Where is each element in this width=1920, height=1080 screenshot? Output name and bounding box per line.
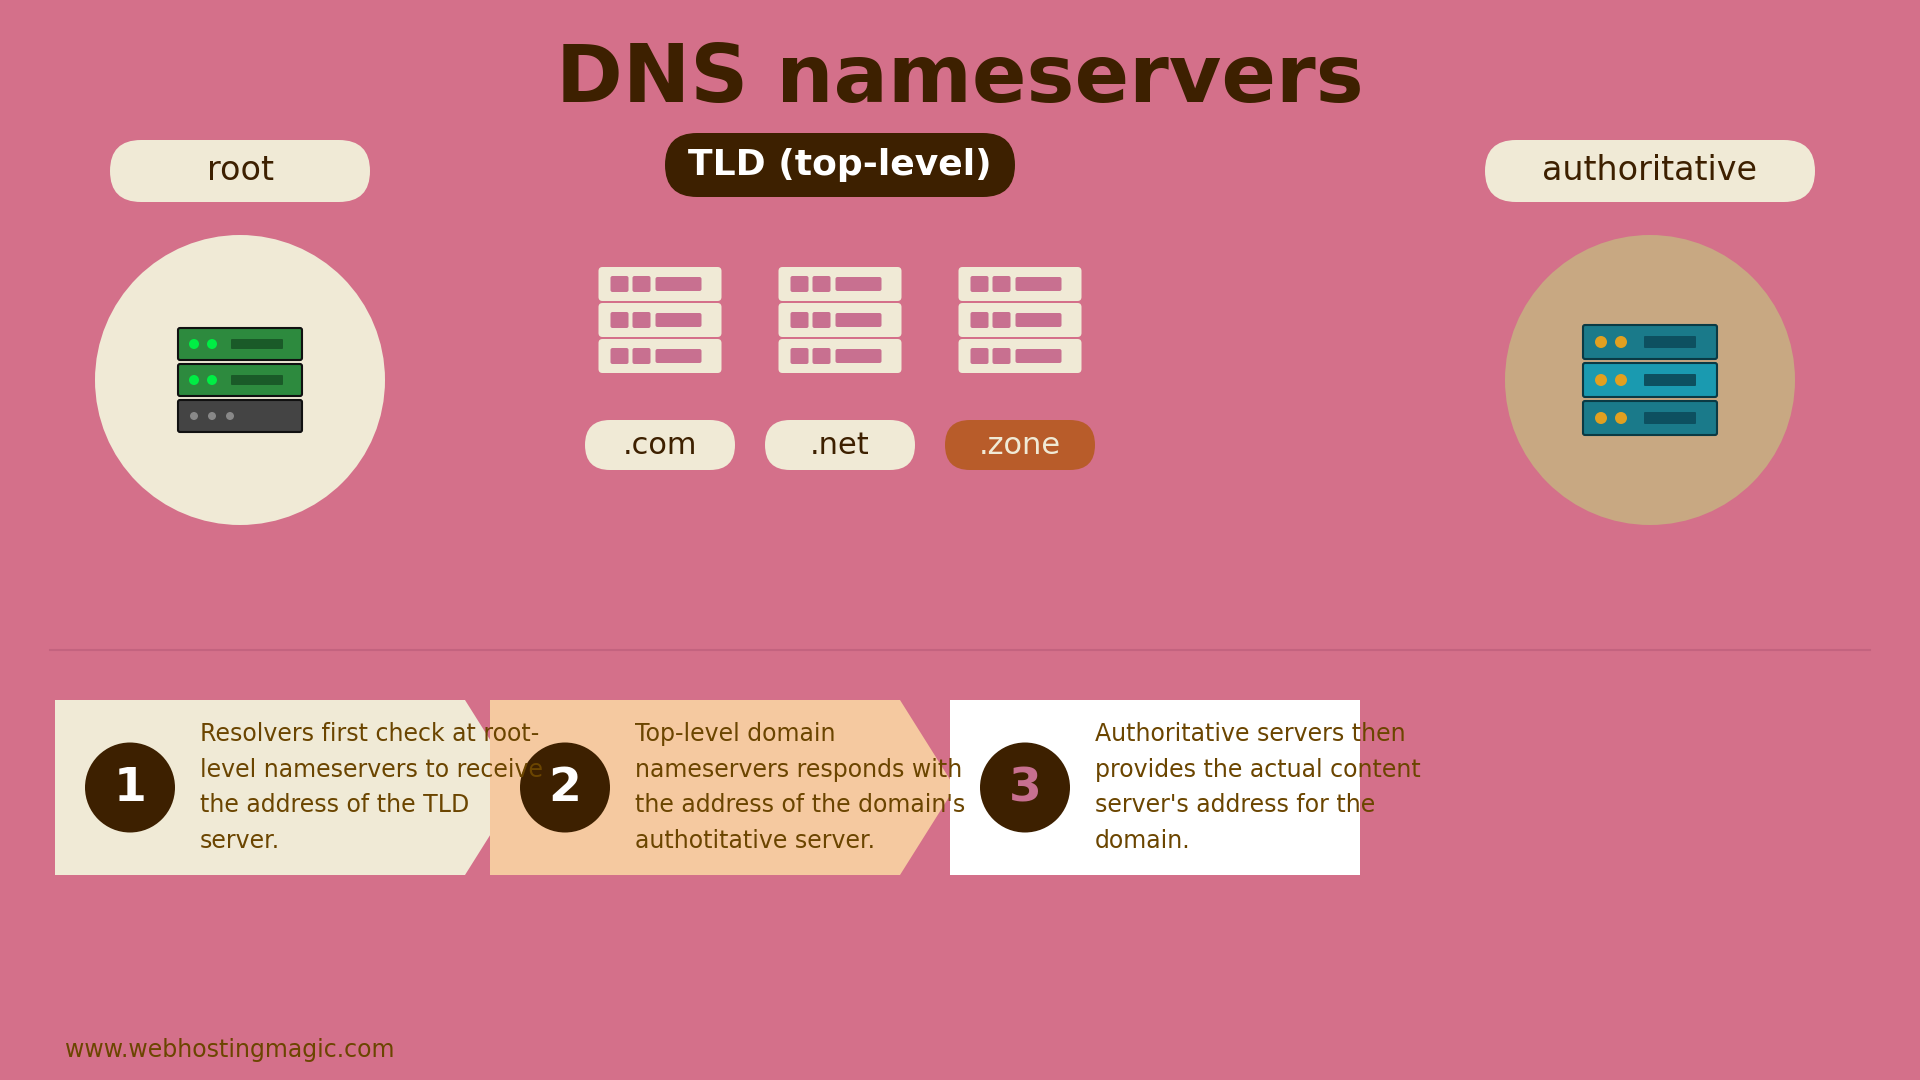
- FancyBboxPatch shape: [230, 339, 282, 349]
- Circle shape: [188, 375, 200, 384]
- FancyBboxPatch shape: [1582, 401, 1716, 435]
- FancyBboxPatch shape: [812, 312, 831, 328]
- FancyBboxPatch shape: [655, 349, 701, 363]
- FancyBboxPatch shape: [632, 276, 651, 292]
- Circle shape: [1615, 336, 1626, 348]
- Polygon shape: [56, 700, 520, 875]
- FancyBboxPatch shape: [812, 276, 831, 292]
- FancyBboxPatch shape: [1644, 374, 1695, 386]
- Polygon shape: [490, 700, 954, 875]
- FancyBboxPatch shape: [1484, 140, 1814, 202]
- FancyBboxPatch shape: [664, 133, 1016, 197]
- Circle shape: [1615, 411, 1626, 424]
- FancyBboxPatch shape: [1016, 349, 1062, 363]
- FancyBboxPatch shape: [1582, 363, 1716, 397]
- Text: authoritative: authoritative: [1542, 154, 1757, 188]
- FancyBboxPatch shape: [632, 312, 651, 328]
- Circle shape: [1596, 374, 1607, 386]
- FancyBboxPatch shape: [109, 140, 371, 202]
- FancyBboxPatch shape: [1016, 313, 1062, 327]
- Circle shape: [227, 411, 234, 420]
- Circle shape: [190, 411, 198, 420]
- FancyBboxPatch shape: [586, 420, 735, 470]
- Circle shape: [94, 235, 386, 525]
- Text: 3: 3: [1008, 766, 1041, 811]
- Text: Resolvers first check at root-
level nameservers to receive
the address of the T: Resolvers first check at root- level nam…: [200, 723, 543, 852]
- FancyBboxPatch shape: [632, 348, 651, 364]
- Text: www.webhostingmagic.com: www.webhostingmagic.com: [65, 1038, 394, 1062]
- Circle shape: [207, 339, 217, 349]
- FancyBboxPatch shape: [993, 312, 1010, 328]
- Circle shape: [1596, 336, 1607, 348]
- Text: DNS nameservers: DNS nameservers: [557, 41, 1363, 119]
- FancyBboxPatch shape: [970, 348, 989, 364]
- Circle shape: [979, 743, 1069, 833]
- FancyBboxPatch shape: [655, 276, 701, 291]
- Circle shape: [207, 375, 217, 384]
- FancyBboxPatch shape: [655, 313, 701, 327]
- FancyBboxPatch shape: [958, 339, 1081, 373]
- Polygon shape: [950, 700, 1359, 875]
- FancyBboxPatch shape: [791, 348, 808, 364]
- Circle shape: [188, 339, 200, 349]
- FancyBboxPatch shape: [778, 339, 902, 373]
- FancyBboxPatch shape: [812, 348, 831, 364]
- FancyBboxPatch shape: [611, 312, 628, 328]
- FancyBboxPatch shape: [1644, 336, 1695, 348]
- Circle shape: [1505, 235, 1795, 525]
- FancyBboxPatch shape: [970, 276, 989, 292]
- Circle shape: [1615, 374, 1626, 386]
- FancyBboxPatch shape: [835, 313, 881, 327]
- FancyBboxPatch shape: [778, 267, 902, 301]
- Text: .net: .net: [810, 431, 870, 459]
- FancyBboxPatch shape: [611, 276, 628, 292]
- Text: Authoritative servers then
provides the actual content
server's address for the
: Authoritative servers then provides the …: [1094, 723, 1421, 852]
- FancyBboxPatch shape: [958, 267, 1081, 301]
- FancyBboxPatch shape: [599, 339, 722, 373]
- FancyBboxPatch shape: [835, 349, 881, 363]
- Text: 1: 1: [113, 766, 146, 811]
- Text: 2: 2: [549, 766, 582, 811]
- FancyBboxPatch shape: [179, 364, 301, 396]
- FancyBboxPatch shape: [1016, 276, 1062, 291]
- FancyBboxPatch shape: [764, 420, 916, 470]
- FancyBboxPatch shape: [179, 400, 301, 432]
- Text: .zone: .zone: [979, 431, 1062, 459]
- FancyBboxPatch shape: [778, 303, 902, 337]
- FancyBboxPatch shape: [791, 276, 808, 292]
- FancyBboxPatch shape: [993, 348, 1010, 364]
- FancyBboxPatch shape: [993, 276, 1010, 292]
- FancyBboxPatch shape: [945, 420, 1094, 470]
- FancyBboxPatch shape: [611, 348, 628, 364]
- Circle shape: [1596, 411, 1607, 424]
- FancyBboxPatch shape: [1644, 411, 1695, 424]
- Text: root: root: [207, 154, 273, 188]
- FancyBboxPatch shape: [599, 303, 722, 337]
- FancyBboxPatch shape: [599, 267, 722, 301]
- Circle shape: [207, 411, 215, 420]
- FancyBboxPatch shape: [835, 276, 881, 291]
- FancyBboxPatch shape: [958, 303, 1081, 337]
- FancyBboxPatch shape: [179, 328, 301, 360]
- FancyBboxPatch shape: [791, 312, 808, 328]
- Circle shape: [520, 743, 611, 833]
- FancyBboxPatch shape: [970, 312, 989, 328]
- Text: .com: .com: [622, 431, 697, 459]
- FancyBboxPatch shape: [230, 375, 282, 384]
- Circle shape: [84, 743, 175, 833]
- FancyBboxPatch shape: [1582, 325, 1716, 359]
- Text: TLD (top-level): TLD (top-level): [687, 148, 993, 183]
- Text: Top-level domain
nameservers responds with
the address of the domain's
authotita: Top-level domain nameservers responds wi…: [636, 723, 966, 852]
